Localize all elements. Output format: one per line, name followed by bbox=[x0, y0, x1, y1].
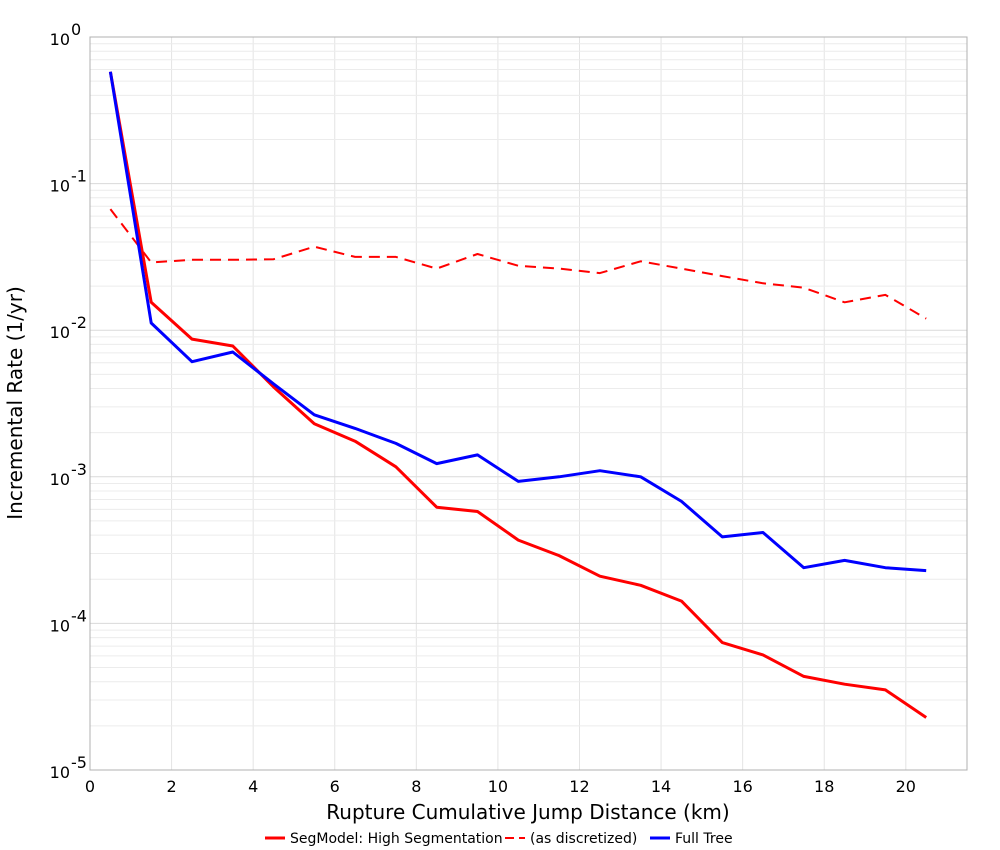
y-tick-base: 10 bbox=[50, 616, 70, 635]
y-tick-base: 10 bbox=[50, 177, 70, 196]
legend-label-2: (as discretized) bbox=[530, 831, 637, 847]
y-tick-label: 10-2 bbox=[50, 313, 87, 342]
y-axis-title: Incremental Rate (1/yr) bbox=[3, 286, 27, 519]
y-tick-base: 10 bbox=[50, 470, 70, 489]
series-line-2 bbox=[109, 208, 927, 320]
x-tick-label: 20 bbox=[896, 777, 916, 796]
y-tick-exponent: 0 bbox=[71, 20, 81, 39]
plot-frame bbox=[89, 36, 968, 771]
y-tick-exponent: -4 bbox=[71, 606, 87, 625]
x-tick-label: 10 bbox=[488, 777, 508, 796]
y-tick-label: 100 bbox=[50, 20, 82, 49]
series-layer bbox=[108, 71, 928, 719]
x-tick-label: 16 bbox=[732, 777, 752, 796]
y-tick-base: 10 bbox=[50, 323, 70, 342]
y-tick-label: 10-5 bbox=[50, 753, 87, 782]
y-tick-exponent: -5 bbox=[71, 753, 87, 772]
y-tick-label: 10-4 bbox=[50, 606, 87, 635]
x-tick-label: 18 bbox=[814, 777, 834, 796]
legend: SegModel: High Segmentation (as discretiz… bbox=[265, 831, 733, 847]
x-tick-label: 8 bbox=[411, 777, 421, 796]
series-line-1 bbox=[108, 71, 928, 719]
y-tick-exponent: -1 bbox=[71, 167, 87, 186]
x-tick-label: 6 bbox=[330, 777, 340, 796]
y-tick-label: 10-3 bbox=[50, 460, 87, 489]
x-axis-title: Rupture Cumulative Jump Distance (km) bbox=[326, 800, 729, 824]
y-tick-exponent: -2 bbox=[71, 313, 87, 332]
x-tick-label: 0 bbox=[85, 777, 95, 796]
y-tick-exponent: -3 bbox=[71, 460, 87, 479]
legend-label-3: Full Tree bbox=[675, 831, 733, 847]
series-line-3 bbox=[108, 71, 927, 573]
y-tick-base: 10 bbox=[50, 763, 70, 782]
x-tick-labels: 0 2 4 6 8 10 12 14 16 18 20 bbox=[85, 777, 916, 796]
x-tick-label: 12 bbox=[569, 777, 589, 796]
legend-label-1: SegModel: High Segmentation bbox=[290, 831, 503, 847]
x-tick-label: 4 bbox=[248, 777, 258, 796]
x-tick-label: 14 bbox=[651, 777, 671, 796]
y-tick-base: 10 bbox=[50, 30, 70, 49]
y-tick-label: 10-1 bbox=[50, 167, 87, 196]
x-tick-label: 2 bbox=[166, 777, 176, 796]
